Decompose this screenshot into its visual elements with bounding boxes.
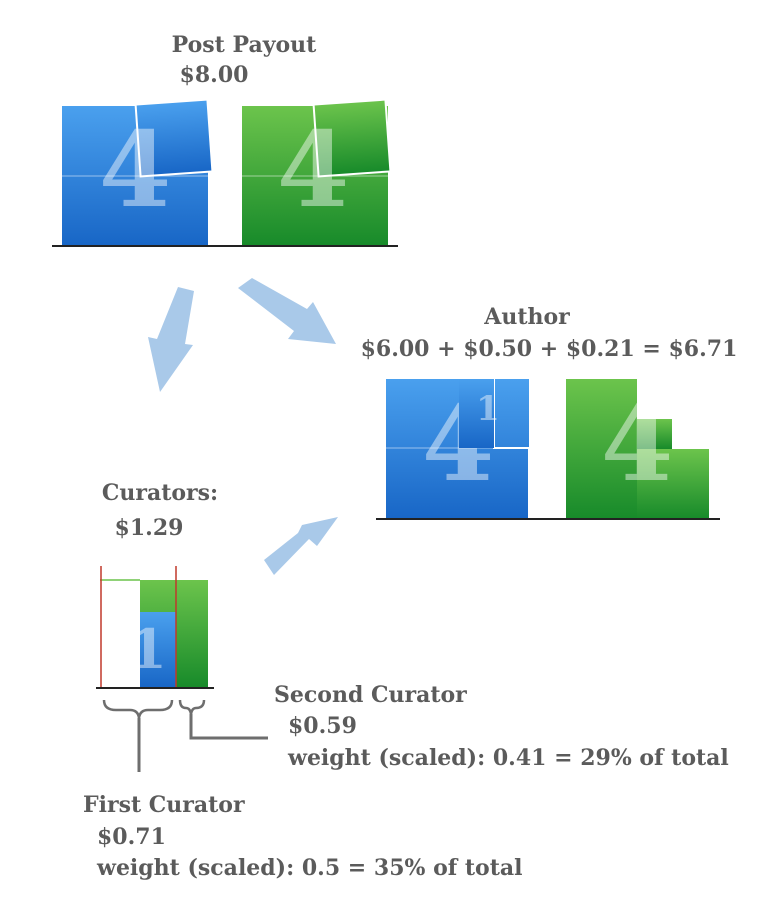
author-blue-block: 4 1 [376,378,540,519]
first-curator-title: First Curator [83,792,245,818]
second-curator-weight: weight (scaled): 0.41 = 29% of total [287,745,729,771]
arrow-down-left-icon [148,287,194,392]
post-payout-title: Post Payout [172,32,317,58]
second-curator-leader [189,714,268,740]
curators-title: Curators: [102,480,218,506]
author-equation: $6.00 + $0.50 + $0.21 = $6.71 [361,336,738,362]
arrow-down-right-icon [238,278,336,344]
curators-amount: $1.29 [115,515,184,541]
arrow-up-right-icon [264,517,338,575]
post-payout-green-block: 4 [232,98,394,246]
post-payout-amount: $8.00 [180,62,249,88]
curators-digit: 1 [129,617,167,681]
second-curator-title: Second Curator [274,682,467,708]
post-payout-blue-digit: 4 [99,108,171,231]
author-green-digit: 4 [601,382,673,505]
second-curator-amount: $0.59 [288,713,357,739]
first-curator-bracket [102,699,174,719]
first-curator-weight: weight (scaled): 0.5 = 35% of total [96,855,522,881]
post-payout-blue-block: 4 [52,98,214,246]
first-curator-amount: $0.71 [97,824,166,850]
author-green-block: 4 [566,379,709,519]
second-curator-bracket [178,699,206,715]
author-blue-digit-1: 1 [476,389,500,429]
curators-block: 1 [100,566,208,688]
author-title: Author [483,304,570,330]
post-payout-green-digit: 4 [277,108,349,231]
